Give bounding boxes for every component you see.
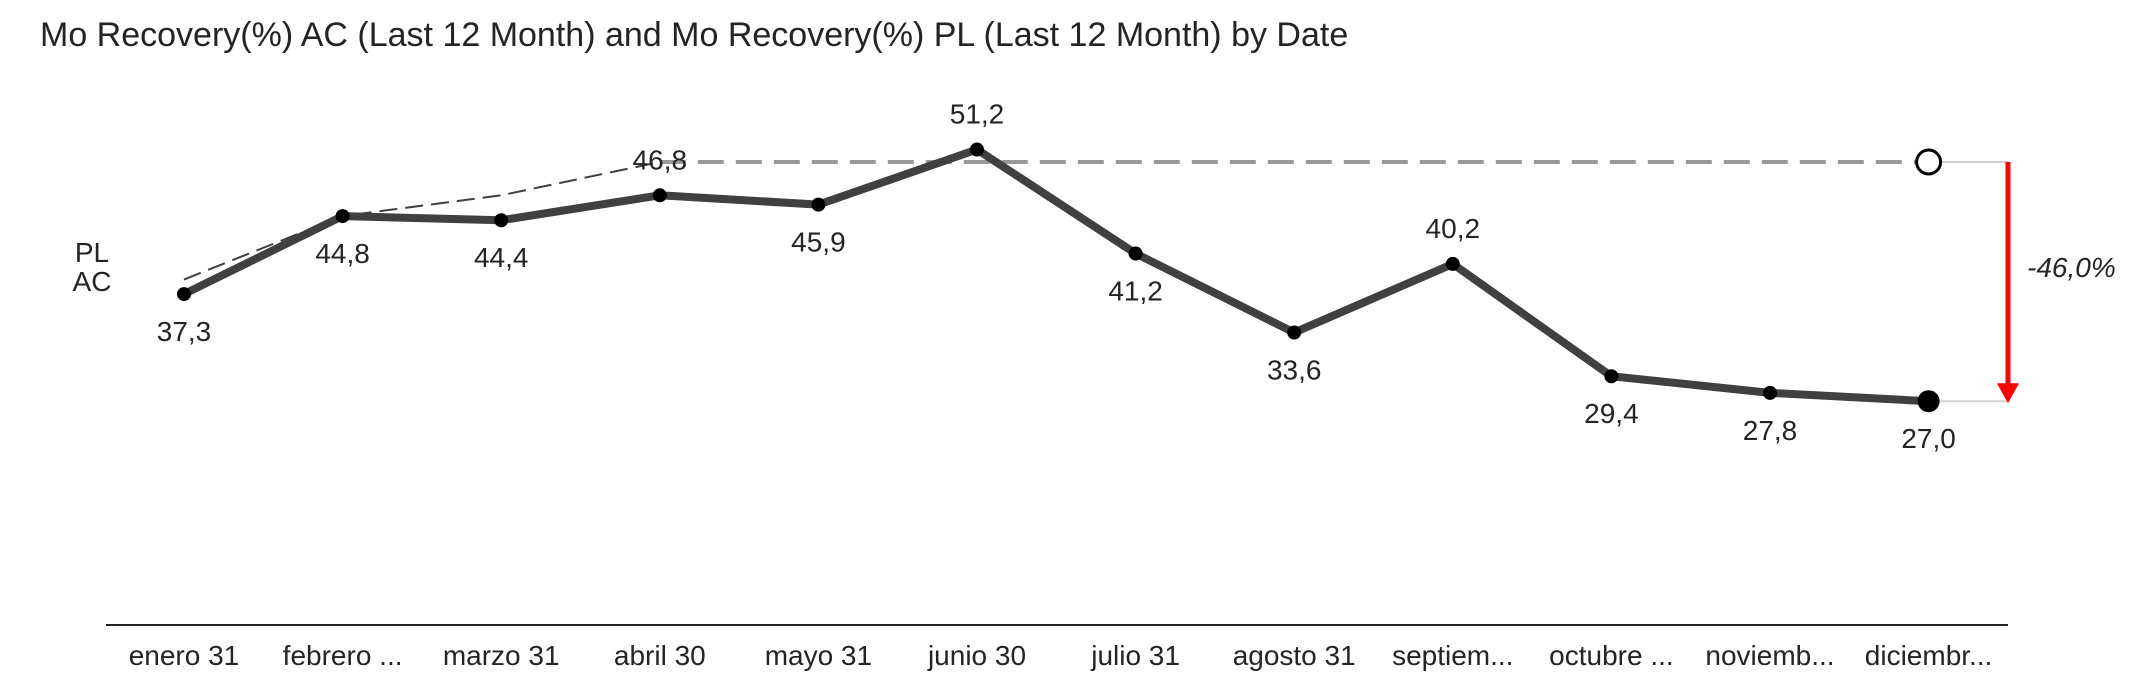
ac-line: [180, 145, 1933, 406]
ac-data-point: [1287, 325, 1302, 340]
ac-data-point: [1128, 246, 1143, 261]
x-tick-label: diciembr...: [1865, 640, 1993, 671]
x-tick-label: septiem...: [1392, 640, 1513, 671]
variance-label: -46,0%: [2027, 252, 2116, 283]
series-label-ac: AC: [73, 266, 112, 297]
x-tick-label: febrero ...: [283, 640, 403, 671]
x-tick-label: junio 30: [927, 640, 1026, 671]
ac-data-point: [1445, 256, 1460, 271]
x-tick-label: julio 31: [1090, 640, 1180, 671]
pl-end-marker: [1915, 148, 1943, 176]
ac-data-label: 44,4: [474, 242, 529, 273]
ac-data-point: [970, 142, 984, 157]
ac-data-label: 51,2: [950, 99, 1005, 130]
ac-data-label: 45,9: [791, 227, 846, 258]
ac-data-point: [1917, 390, 1940, 413]
ac-data-label: 46,8: [633, 144, 688, 175]
ac-data-label: 40,2: [1426, 213, 1481, 244]
x-tick-label: noviemb...: [1705, 640, 1834, 671]
x-tick-label: agosto 31: [1233, 640, 1356, 671]
pl-line-segment-thin: [183, 161, 661, 281]
ac-data-label: 33,6: [1267, 355, 1322, 386]
ac-data-point: [335, 209, 350, 224]
variance-arrow-head: [1997, 383, 2019, 404]
ac-data-point: [1604, 369, 1619, 384]
x-tick-label: abril 30: [614, 640, 706, 671]
ac-data-label: 44,8: [315, 238, 370, 269]
ac-data-label: 29,4: [1584, 398, 1639, 429]
ac-data-label: 27,0: [1901, 423, 1956, 454]
ac-data-point: [652, 188, 667, 203]
ac-data-label: 27,8: [1743, 415, 1798, 446]
x-tick-label: enero 31: [129, 640, 240, 671]
ac-data-point: [1763, 385, 1777, 400]
x-tick-label: octubre ...: [1549, 640, 1674, 671]
ac-data-point: [494, 213, 509, 228]
x-tick-label: marzo 31: [443, 640, 560, 671]
chart-title: Mo Recovery(%) AC (Last 12 Month) and Mo…: [40, 16, 1349, 54]
x-tick-label: mayo 31: [765, 640, 872, 671]
ac-data-point: [811, 197, 826, 212]
ac-data-label: 37,3: [157, 316, 212, 347]
ac-data-point: [177, 287, 191, 302]
series-label-pl: PL: [75, 237, 109, 268]
ac-data-label: 41,2: [1108, 276, 1163, 307]
